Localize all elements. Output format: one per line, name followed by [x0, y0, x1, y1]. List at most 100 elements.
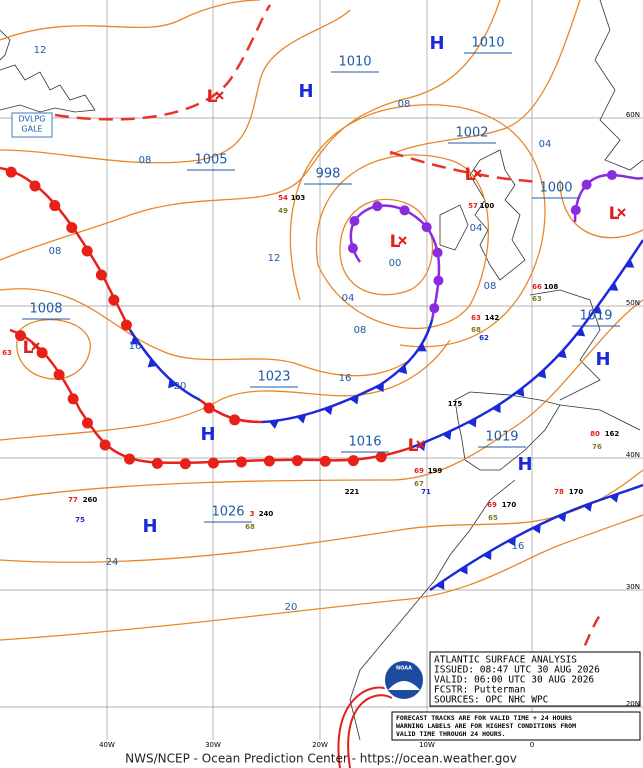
front-triangle	[537, 369, 547, 379]
front-triangle	[375, 382, 384, 393]
front-triangle	[557, 349, 567, 359]
front-triangle	[592, 304, 602, 314]
map-bg	[0, 0, 643, 750]
isobar-label: 08	[484, 281, 497, 292]
lon-label: 10W	[419, 741, 435, 749]
station-value: 3	[250, 510, 255, 518]
front-line	[409, 239, 643, 450]
front-triangle	[349, 395, 359, 405]
station-value: 221	[345, 488, 360, 496]
front-bump	[349, 215, 360, 226]
front-bump	[108, 294, 120, 306]
front-triangle	[557, 512, 567, 523]
front-bump	[372, 201, 383, 212]
pressure-label: 1002	[455, 126, 488, 141]
high-center: H	[595, 349, 610, 370]
front-triangle	[442, 430, 452, 440]
footer: NWS/NCEP - Ocean Prediction Center - htt…	[125, 752, 517, 766]
front-triangle	[130, 335, 140, 345]
pressure-label: 1010	[471, 36, 504, 51]
front-triangle	[168, 378, 178, 389]
isobar-label: 12	[268, 253, 281, 264]
isobar-label: 08	[49, 246, 62, 257]
high-center: H	[429, 33, 444, 54]
front-line	[0, 166, 132, 331]
station-value: 63	[471, 314, 481, 322]
front-triangle	[268, 420, 279, 429]
station-value: 100	[480, 202, 495, 210]
station-value: 170	[569, 488, 584, 496]
lat-label: 40N	[626, 451, 640, 459]
lon-label: 30W	[205, 741, 221, 749]
isobar-label: 20	[174, 381, 187, 392]
pressure-label: 1010	[338, 55, 371, 70]
front-triangle	[575, 327, 586, 337]
info-line: FCSTR: Putterman	[434, 685, 526, 696]
front-bump	[29, 180, 41, 192]
front-triangle	[323, 405, 333, 416]
isobar-label: 04	[342, 293, 355, 304]
low-x	[416, 440, 425, 449]
graticule	[0, 0, 643, 740]
front-bump	[15, 330, 27, 342]
low-x	[617, 208, 626, 217]
front-bump	[235, 456, 247, 468]
front-bump	[375, 451, 387, 463]
station-value: 69	[414, 467, 424, 475]
pressure-label: 1026	[211, 505, 244, 520]
note-line: WARNING LABELS ARE FOR HIGHEST CONDITION…	[396, 722, 576, 730]
lon-label: 0	[530, 741, 534, 749]
fronts	[0, 166, 643, 592]
troughs	[54, 4, 541, 184]
isobar-label: 16	[512, 541, 525, 552]
front-bump	[179, 458, 191, 470]
front-triangle	[492, 403, 501, 414]
front-bump	[229, 414, 241, 426]
station-value: 71	[421, 488, 431, 496]
station-value: 76	[592, 443, 602, 451]
lat-label: 30N	[626, 583, 640, 591]
station-value: 260	[83, 496, 98, 504]
front-triangle	[624, 258, 635, 268]
isobar-label: 08	[354, 325, 367, 336]
front-bump	[421, 222, 432, 233]
front-triangle	[531, 524, 541, 534]
front-bump	[606, 170, 617, 181]
isobar-label: 04	[539, 139, 552, 150]
lon-label: 40W	[99, 741, 115, 749]
station-value: 75	[75, 516, 85, 524]
front-triangle	[482, 550, 492, 560]
station-value: 175	[448, 400, 463, 408]
front-bump	[81, 245, 93, 257]
low-center: L	[390, 232, 401, 252]
low-center: L	[207, 87, 218, 107]
station-value: 80	[590, 430, 600, 438]
info-box	[383, 651, 641, 741]
pressure-label: 1008	[29, 302, 62, 317]
station-value: 170	[502, 501, 517, 509]
station-value: 68	[245, 523, 255, 531]
high-center: H	[517, 454, 532, 475]
isobar-label: 16	[129, 341, 142, 352]
note-line: VALID TIME THROUGH 24 HOURS.	[396, 730, 506, 738]
front-triangle	[507, 536, 516, 547]
front-bump	[120, 319, 132, 331]
front-triangle	[459, 565, 468, 575]
front-bump	[263, 455, 275, 467]
station-value: 77	[68, 496, 78, 504]
high-center: H	[298, 81, 313, 102]
station-value: 67	[414, 480, 424, 488]
front-bump	[81, 417, 93, 429]
front-bump	[432, 247, 443, 258]
pressure-label: 1023	[257, 370, 290, 385]
warning-frame	[11, 112, 53, 138]
front-bump	[570, 205, 581, 216]
warning-text: DVLPG	[19, 115, 46, 124]
low-center: L	[408, 436, 419, 456]
front-bump	[36, 347, 48, 359]
tropical-tracks	[337, 614, 602, 768]
isobar-label: 12	[34, 45, 47, 56]
station-value: 66	[532, 283, 542, 291]
note-frame	[391, 711, 641, 741]
